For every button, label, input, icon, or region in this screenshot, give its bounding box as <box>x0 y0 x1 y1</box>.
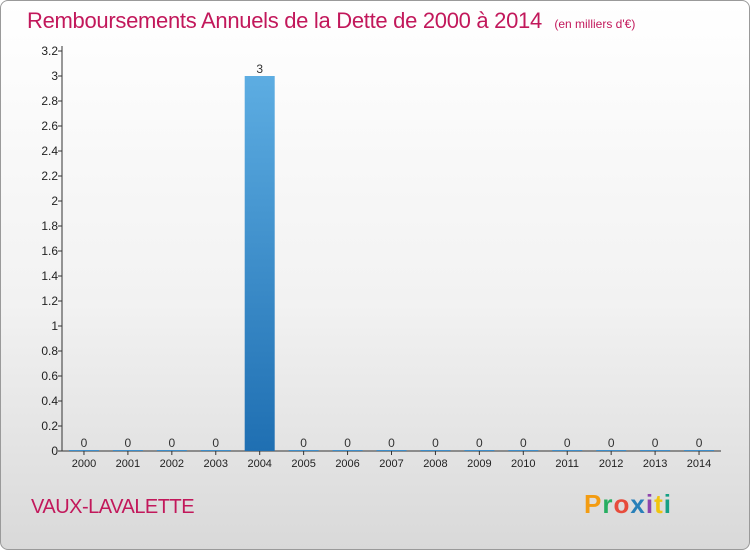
data-label: 0 <box>520 436 527 450</box>
bar <box>156 450 187 451</box>
x-tick-label: 2012 <box>599 458 623 470</box>
chart-unit: (en milliers d'€) <box>554 17 636 31</box>
bar <box>288 450 319 451</box>
data-label: 0 <box>432 436 439 450</box>
logo-letter: i <box>645 489 655 519</box>
data-label: 0 <box>81 436 88 450</box>
y-tick-label: 0.4 <box>41 394 58 408</box>
x-tick-label: 2007 <box>379 458 403 470</box>
bar <box>508 450 539 451</box>
bar <box>684 450 715 451</box>
x-tick-label: 2006 <box>335 458 359 470</box>
y-tick-label: 0.6 <box>41 369 58 383</box>
x-tick-label: 2000 <box>72 458 96 470</box>
data-label: 0 <box>476 436 483 450</box>
data-label: 0 <box>212 436 219 450</box>
y-tick-label: 0.8 <box>41 344 58 358</box>
data-label: 0 <box>388 436 395 450</box>
proxiti-logo: Proxiti <box>584 489 672 520</box>
data-label: 0 <box>696 436 703 450</box>
data-label: 0 <box>564 436 571 450</box>
y-tick-label: 2.6 <box>41 119 58 133</box>
bar <box>332 450 363 451</box>
commune-name: VAUX-LAVALETTE <box>31 496 195 518</box>
x-tick-label: 2004 <box>247 458 271 470</box>
bar <box>376 450 407 451</box>
y-tick-label: 2.4 <box>41 144 58 158</box>
y-tick-label: 2.2 <box>41 169 58 183</box>
data-label: 0 <box>168 436 175 450</box>
x-tick-label: 2013 <box>643 458 667 470</box>
y-tick-label: 1.8 <box>41 219 58 233</box>
bar <box>552 450 583 451</box>
bar <box>244 76 275 451</box>
data-label: 0 <box>608 436 615 450</box>
bar <box>640 450 671 451</box>
logo-letter: t <box>654 489 664 519</box>
data-label: 0 <box>344 436 351 450</box>
chart-title: Remboursements Annuels de la Dette de 20… <box>27 8 542 33</box>
x-tick-label: 2002 <box>160 458 184 470</box>
x-tick-label: 2014 <box>687 458 711 470</box>
bar <box>200 450 231 451</box>
data-label: 3 <box>256 62 263 76</box>
bar <box>420 450 451 451</box>
bar <box>68 450 99 451</box>
y-tick-label: 1.6 <box>41 244 58 258</box>
y-tick-label: 0.2 <box>41 419 58 433</box>
y-tick-label: 3.2 <box>41 44 58 58</box>
y-tick-label: 2 <box>51 194 58 208</box>
x-tick-label: 2008 <box>423 458 447 470</box>
bar <box>596 450 627 451</box>
y-tick-label: 0 <box>51 444 58 458</box>
bar <box>464 450 495 451</box>
title-line: Remboursements Annuels de la Dette de 20… <box>27 8 635 34</box>
logo-letter: x <box>630 489 646 519</box>
x-tick-label: 2003 <box>204 458 228 470</box>
data-label: 0 <box>125 436 132 450</box>
x-tick-label: 2005 <box>291 458 315 470</box>
y-tick-label: 3 <box>51 69 58 83</box>
logo-letter: o <box>613 489 631 519</box>
y-tick-label: 1.4 <box>41 269 58 283</box>
logo-letter: r <box>602 489 614 519</box>
x-tick-label: 2001 <box>116 458 140 470</box>
x-tick-label: 2010 <box>511 458 535 470</box>
bar <box>112 450 143 451</box>
y-tick-label: 2.8 <box>41 94 58 108</box>
logo-letter: P <box>584 489 603 519</box>
x-tick-label: 2011 <box>555 458 579 470</box>
y-tick-label: 1 <box>51 319 58 333</box>
x-tick-label: 2009 <box>467 458 491 470</box>
y-tick-label: 1.2 <box>41 294 58 308</box>
logo-letter: i <box>663 489 672 519</box>
data-label: 0 <box>652 436 659 450</box>
data-label: 0 <box>300 436 307 450</box>
